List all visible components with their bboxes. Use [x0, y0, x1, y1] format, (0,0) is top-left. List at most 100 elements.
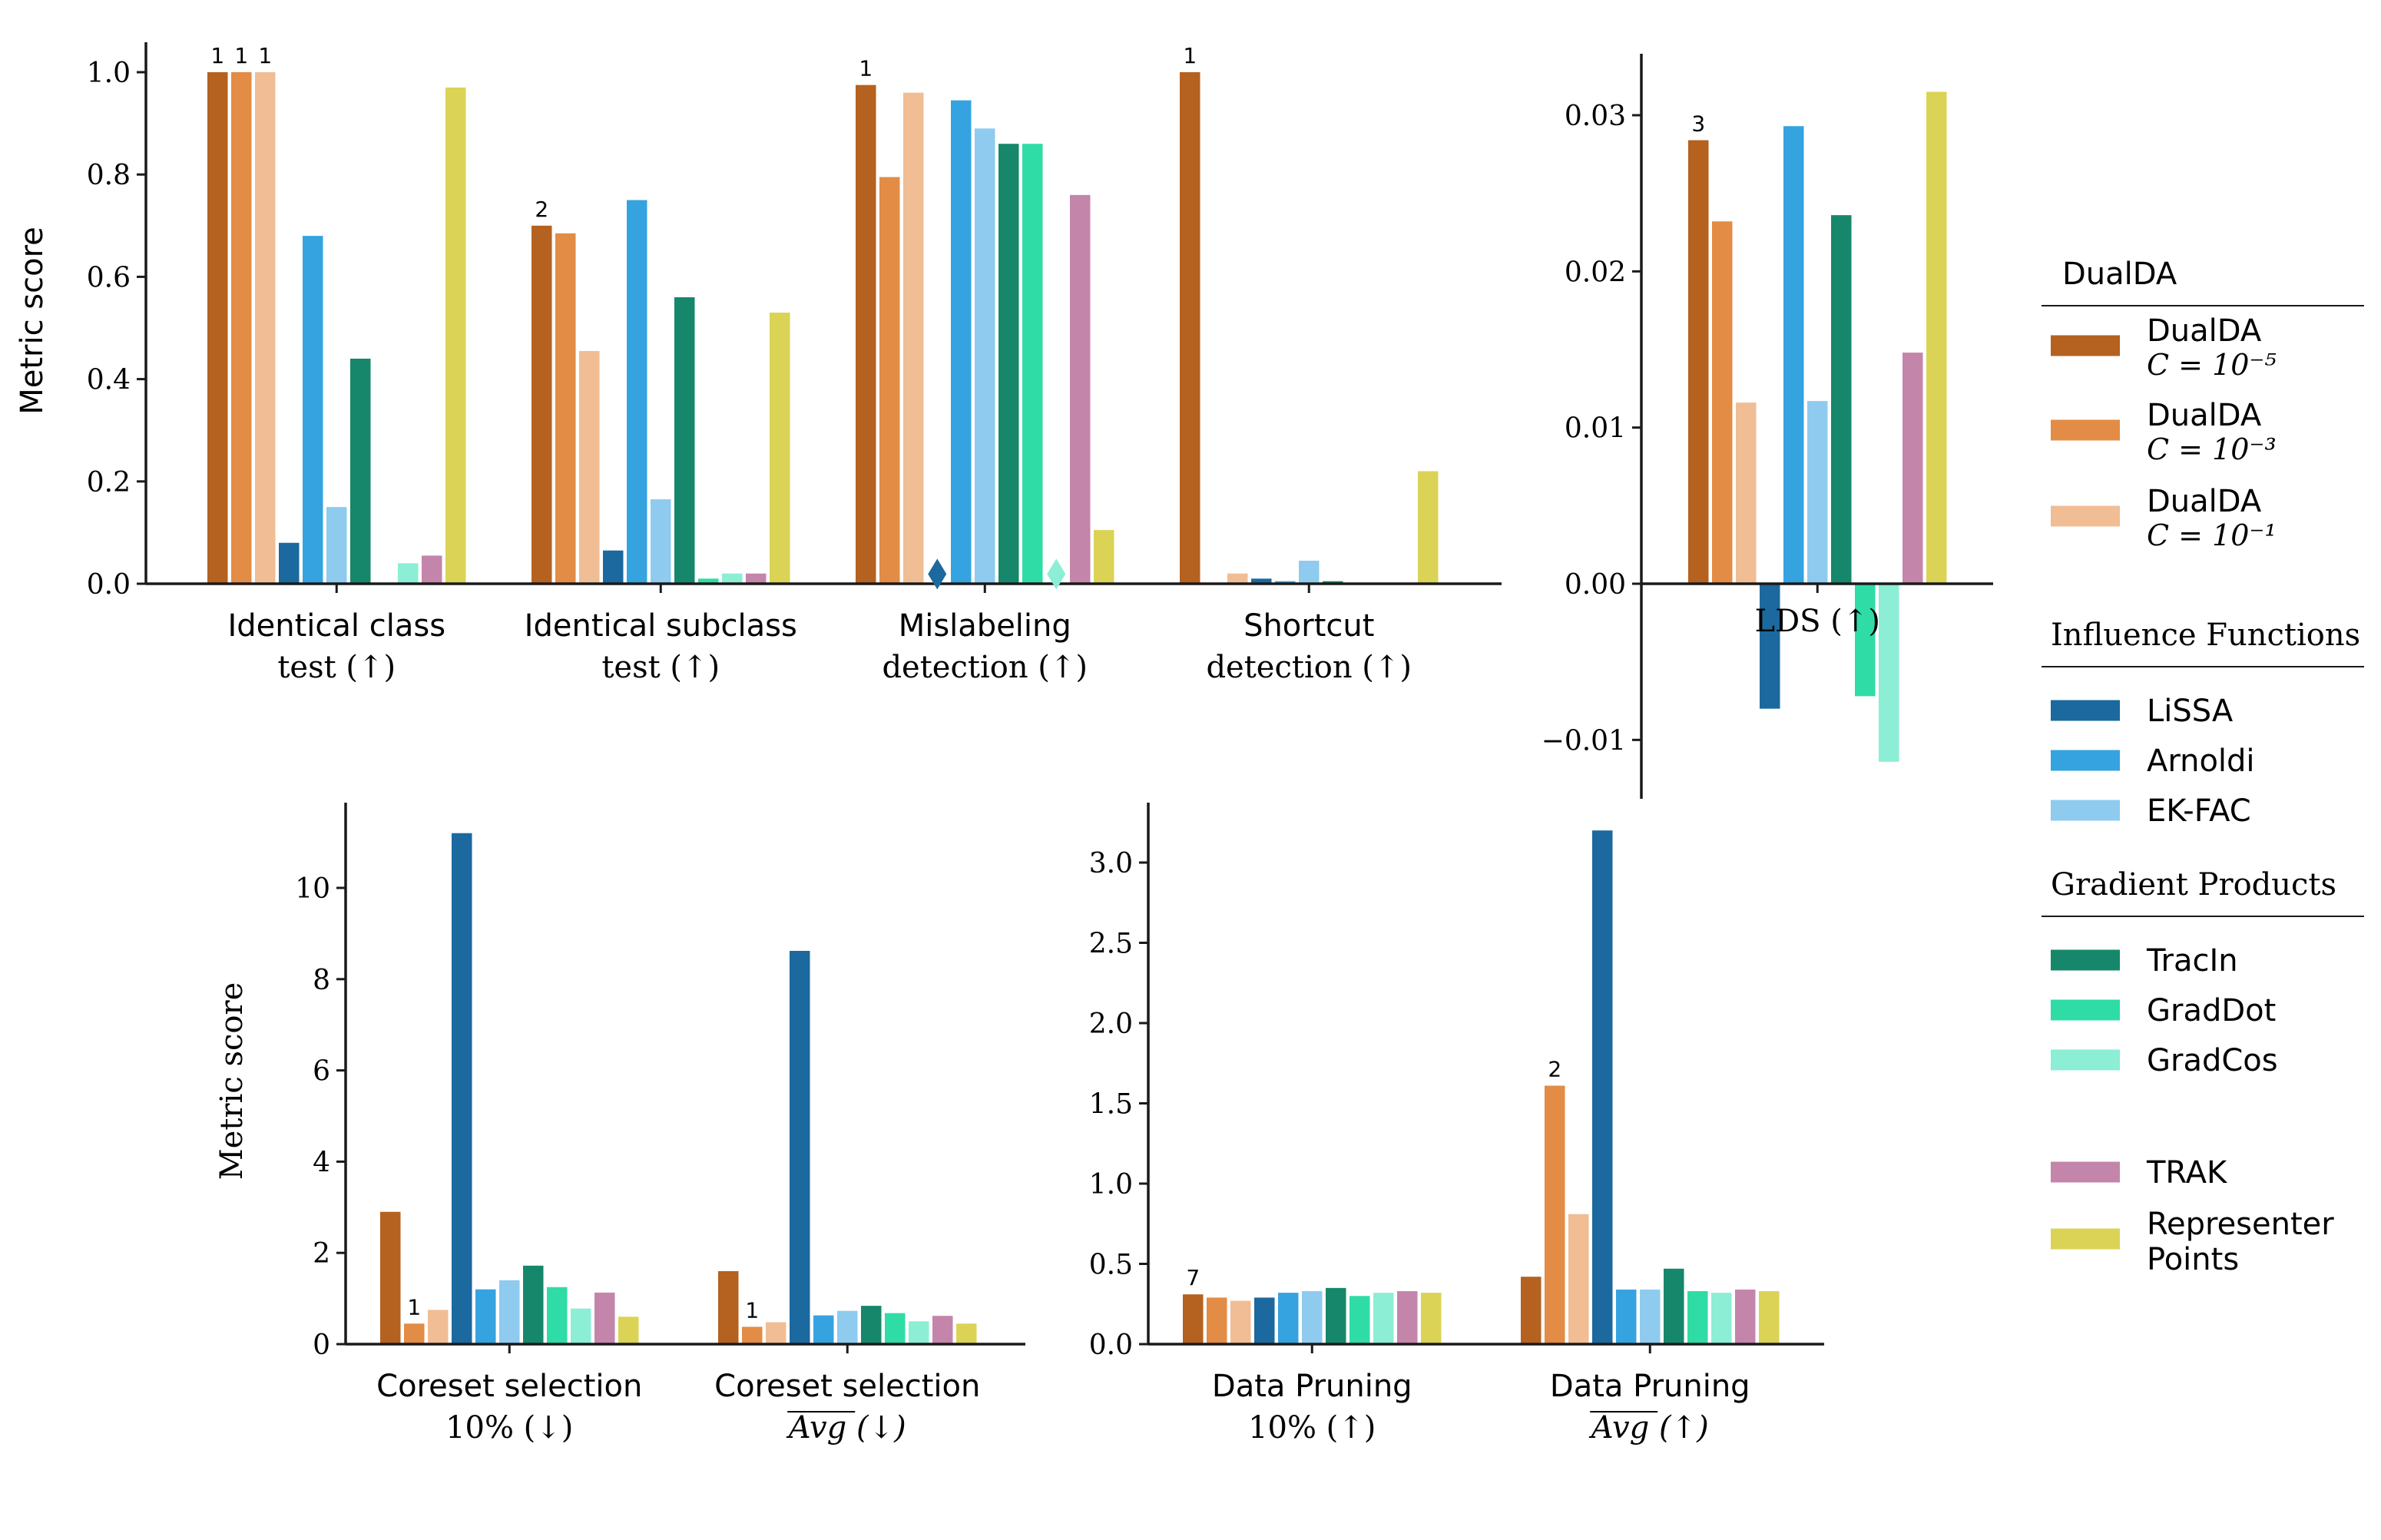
rank-label: 1: [859, 56, 873, 81]
rank-label: 1: [1183, 43, 1197, 68]
bar-trak: [1397, 1291, 1418, 1344]
y-tick-label: 0.2: [87, 467, 131, 498]
bar-arnoldi: [1616, 1289, 1637, 1344]
bar-dualda: [1736, 402, 1757, 584]
rank-label: 1: [210, 43, 224, 68]
bar-representer-points: [445, 87, 466, 585]
bar-tracin: [861, 1306, 882, 1344]
legend-label: DualDA: [2147, 313, 2262, 349]
bar-lissa: [1592, 830, 1613, 1344]
bar-dualda: [207, 72, 228, 584]
bar-lissa: [603, 550, 624, 584]
bar-arnoldi: [1783, 126, 1804, 584]
bar-ek-fac: [1640, 1289, 1661, 1344]
legend-label: EK-FAC: [2147, 793, 2251, 829]
legend-sublabel: C = 10⁻³: [2147, 432, 2277, 466]
bar-lissa: [279, 542, 300, 584]
legend-group-title: Gradient Products: [2051, 867, 2336, 902]
bar-gradcos: [398, 563, 419, 584]
legend-swatch: [2051, 1161, 2120, 1183]
legend-swatch: [2051, 1228, 2120, 1250]
legend-swatch: [2051, 335, 2120, 356]
legend-label: DualDA: [2147, 398, 2262, 433]
bar-lissa: [790, 950, 810, 1344]
bar-dualda: [766, 1322, 786, 1344]
x-tick-label: 10% (↑): [1248, 1410, 1376, 1446]
bar-representer-points: [1421, 1293, 1442, 1344]
bar-dualda: [555, 233, 576, 584]
legend-label: LiSSA: [2147, 694, 2234, 729]
legend-label: TRAK: [2146, 1155, 2228, 1191]
bar-representer-points: [1926, 91, 1947, 584]
x-tick-label: 10% (↓): [445, 1410, 573, 1446]
x-tick-label: Identical subclass: [525, 608, 797, 644]
y-tick-label: 1.0: [87, 58, 131, 89]
rank-label: 1: [407, 1294, 421, 1320]
x-tick-label: test (↑): [277, 650, 396, 685]
rank-label: 7: [1186, 1265, 1200, 1290]
y-tick-label: 0.02: [1565, 257, 1626, 288]
y-tick-label: 0.6: [87, 262, 131, 293]
x-tick-label: Avg (↓): [786, 1410, 906, 1446]
legend-swatch: [2051, 949, 2120, 971]
bar-dualda: [404, 1323, 425, 1344]
x-tick-label: detection (↑): [1206, 650, 1412, 685]
bar-ek-fac: [837, 1310, 858, 1344]
bar-dualda: [1207, 1297, 1227, 1344]
y-tick-label: 10: [295, 873, 330, 905]
x-tick-label: Data Pruning: [1212, 1369, 1412, 1404]
bar-dualda: [1180, 72, 1200, 584]
bar-representer-points: [618, 1316, 639, 1344]
bar-arnoldi: [627, 200, 647, 584]
chart-panel-0: 0.0 0.2 0.4 0.6 0.8 1.0 Metric score Identical …: [15, 42, 1502, 685]
bar-ek-fac: [975, 128, 995, 584]
y-tick-label: 0.0: [1089, 1330, 1133, 1361]
bar-ek-fac: [1807, 401, 1828, 584]
legend-label: GradCos: [2147, 1043, 2278, 1078]
diamond-marker: [928, 558, 947, 590]
bar-dualda: [231, 72, 252, 584]
legend-swatch: [2051, 419, 2120, 441]
legend-label: Points: [2147, 1242, 2239, 1277]
y-tick-label: 3.0: [1089, 848, 1133, 879]
x-tick-label: test (↑): [601, 650, 720, 685]
bar-dualda: [856, 84, 876, 584]
bar-graddot: [1687, 1291, 1708, 1344]
bar-arnoldi: [813, 1315, 834, 1344]
bar-graddot: [885, 1313, 906, 1344]
bar-dualda: [1227, 573, 1248, 584]
bar-dualda: [879, 177, 900, 584]
bar-lissa: [452, 833, 472, 1344]
legend-label: TracIn: [2146, 943, 2238, 979]
bar-dualda: [1568, 1214, 1589, 1344]
y-tick-label: 8: [313, 965, 330, 996]
legend-group-title: Influence Functions: [2051, 618, 2360, 653]
bar-dualda: [1230, 1300, 1251, 1344]
bar-dualda: [1712, 221, 1733, 584]
bar-gradcos: [909, 1321, 929, 1344]
bar-representer-points: [1759, 1291, 1780, 1344]
bar-tracin: [1831, 215, 1852, 584]
y-tick-label: 1.0: [1089, 1169, 1133, 1201]
rank-label: 2: [1548, 1057, 1561, 1082]
x-tick-label: Identical class: [227, 608, 445, 644]
legend-label: DualDA: [2147, 484, 2262, 519]
y-tick-label: 0.00: [1565, 569, 1626, 601]
rank-label: 2: [535, 197, 548, 222]
bar-graddot: [698, 578, 719, 584]
bar-arnoldi: [475, 1289, 496, 1344]
y-tick-label: 2.0: [1089, 1008, 1133, 1040]
y-tick-label: 0.0: [87, 569, 131, 601]
y-tick-label: 4: [313, 1147, 330, 1178]
y-tick-label: 0.4: [87, 365, 131, 396]
bar-dualda: [255, 72, 276, 584]
y-tick-label: 0.03: [1565, 101, 1626, 132]
bar-gradcos: [1373, 1293, 1394, 1344]
y-tick-label: 1.5: [1089, 1089, 1133, 1121]
rank-label: 3: [1691, 111, 1705, 137]
legend-label: Arnoldi: [2147, 744, 2255, 779]
y-tick-label: 6: [313, 1056, 330, 1088]
legend-label: GradDot: [2147, 993, 2276, 1028]
bar-lissa: [1254, 1297, 1275, 1344]
